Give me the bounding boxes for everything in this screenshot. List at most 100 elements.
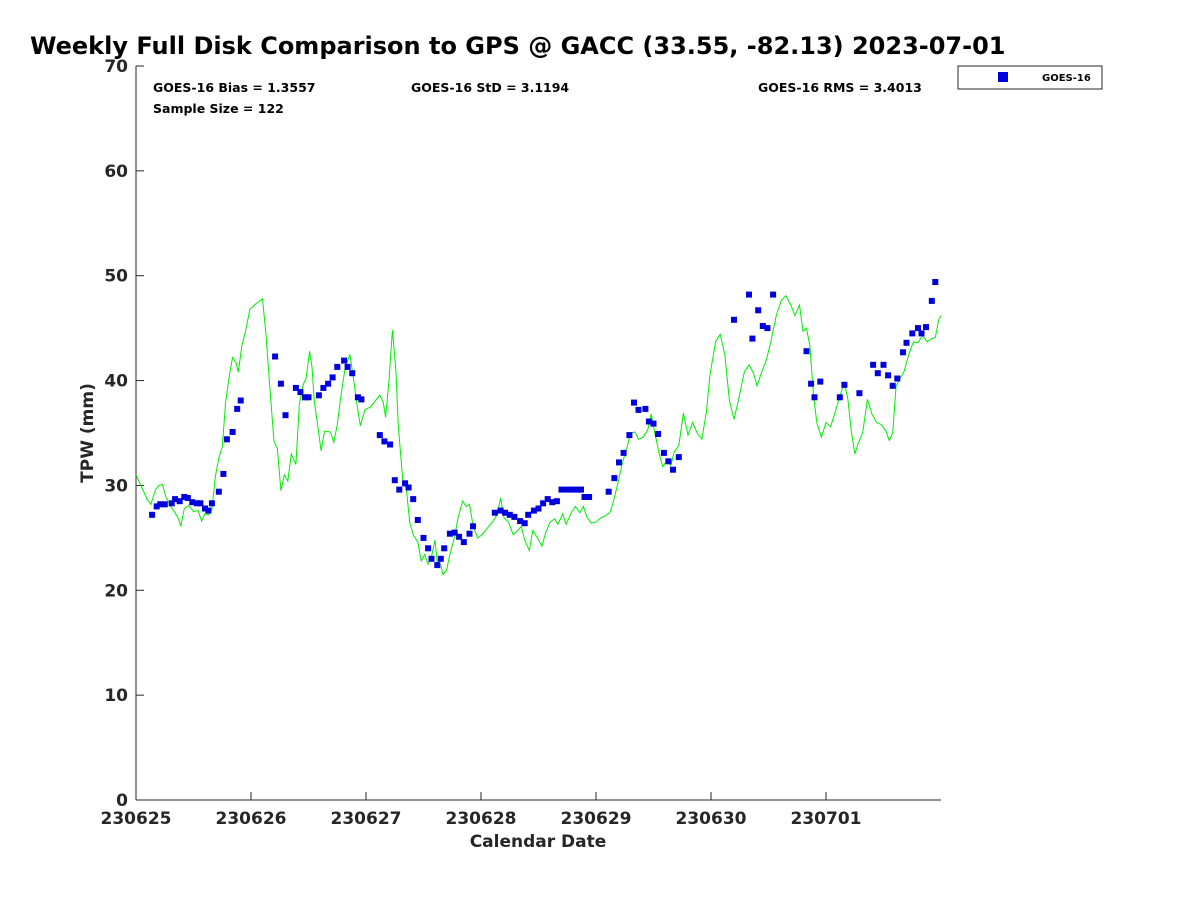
goes16-point	[396, 486, 403, 493]
goes16-point	[923, 324, 929, 331]
goes16-point	[358, 396, 365, 403]
goes16-point	[836, 394, 843, 401]
legend-marker	[998, 72, 1008, 82]
goes16-point	[578, 486, 584, 493]
goes16-point	[414, 517, 421, 523]
goes16-point	[755, 307, 762, 314]
goes16-point	[928, 297, 935, 304]
goes16-point	[272, 353, 279, 360]
goes16-point	[292, 384, 299, 391]
goes16-point	[749, 335, 756, 342]
goes16-point	[157, 501, 164, 508]
goes16-point	[237, 397, 244, 404]
goes16-point	[586, 494, 593, 500]
goes16-point	[387, 441, 394, 448]
goes16-point	[642, 405, 649, 412]
goes16-point	[354, 394, 361, 401]
goes16-point	[909, 330, 916, 337]
goes16-point	[568, 486, 575, 493]
goes16-point	[325, 380, 332, 387]
goes16-point	[759, 323, 766, 329]
goes16-point	[870, 361, 877, 368]
goes16-point	[811, 394, 818, 401]
legend-box	[957, 65, 1103, 90]
goes16-point	[168, 500, 175, 507]
goes16-point	[425, 545, 432, 552]
goes16-point	[655, 431, 662, 437]
goes16-point	[305, 394, 312, 401]
goes16-point	[437, 555, 444, 562]
x-axis-label: Calendar Date	[470, 832, 607, 852]
legend-label: GOES-16	[1042, 73, 1091, 84]
goes16-point	[525, 511, 532, 518]
goes16-point	[205, 507, 212, 514]
goes16-point	[215, 488, 222, 495]
goes16-point	[564, 486, 571, 493]
goes16-point	[874, 370, 881, 377]
bias-stat: GOES-16 Bias = 1.3557	[153, 80, 315, 95]
y-tick-label: 50	[104, 267, 128, 287]
goes16-point	[434, 562, 441, 569]
goes16-point	[161, 501, 168, 508]
goes16-point	[181, 494, 188, 500]
goes16-point	[880, 361, 887, 368]
std-stat: GOES-16 StD = 3.1194	[411, 80, 569, 95]
y-axis-label: TPW (mm)	[78, 383, 98, 483]
goes16-point	[645, 418, 652, 425]
goes16-point	[172, 496, 179, 503]
goes16-point	[402, 480, 409, 487]
goes16-point	[746, 291, 752, 298]
goes16-point	[650, 420, 657, 427]
goes16-point	[635, 406, 642, 413]
goes16-point	[558, 486, 565, 493]
x-tick-label: 230627	[331, 809, 402, 829]
goes16-point	[428, 555, 435, 562]
goes16-point	[441, 545, 448, 552]
goes16-point	[530, 507, 537, 514]
goes16-point	[731, 316, 737, 323]
y-tick-label: 30	[104, 476, 128, 496]
goes16-point	[341, 357, 348, 364]
goes16-point	[466, 530, 473, 537]
goes16-point	[517, 518, 524, 525]
goes16-point	[456, 533, 463, 540]
goes16-point	[915, 325, 921, 332]
goes16-point	[511, 513, 518, 520]
goes16-point	[220, 470, 227, 477]
goes16-point	[197, 500, 204, 507]
x-tick-label: 230628	[446, 809, 517, 829]
goes16-point	[521, 520, 528, 527]
goes16-point	[470, 523, 476, 530]
legend: GOES-16	[957, 65, 1103, 90]
chart-title: Weekly Full Disk Comparison to GPS @ GAC…	[30, 32, 1006, 60]
goes16-point	[420, 534, 427, 541]
goes16-point	[885, 372, 892, 379]
goes16-point	[535, 505, 542, 512]
goes16-point	[376, 432, 383, 439]
goes16-point	[918, 330, 925, 337]
goes16-point	[315, 392, 322, 399]
goes16-point	[491, 509, 498, 516]
goes16-point	[764, 325, 771, 332]
goes16-point	[894, 375, 901, 382]
goes16-point	[208, 500, 215, 507]
goes16-point	[660, 449, 667, 456]
goes16-point	[329, 374, 336, 381]
goes16-point	[229, 429, 236, 435]
goes16-point	[506, 511, 513, 518]
rms-stat: GOES-16 RMS = 3.4013	[758, 80, 922, 95]
goes16-point	[153, 503, 160, 510]
goes16-point	[405, 484, 412, 491]
goes16-point	[553, 498, 560, 505]
goes16-point	[282, 412, 289, 419]
goes16-point	[460, 539, 467, 546]
goes16-point	[605, 488, 612, 495]
goes16-point	[202, 505, 208, 512]
goes16-point	[349, 370, 356, 377]
y-axis-ticks: 0 10 20 30 40 50 60 70	[104, 57, 144, 811]
goes16-point	[573, 486, 580, 493]
y-tick-label: 0	[116, 791, 128, 811]
goes16-point	[334, 363, 341, 370]
goes16-point	[277, 380, 284, 387]
